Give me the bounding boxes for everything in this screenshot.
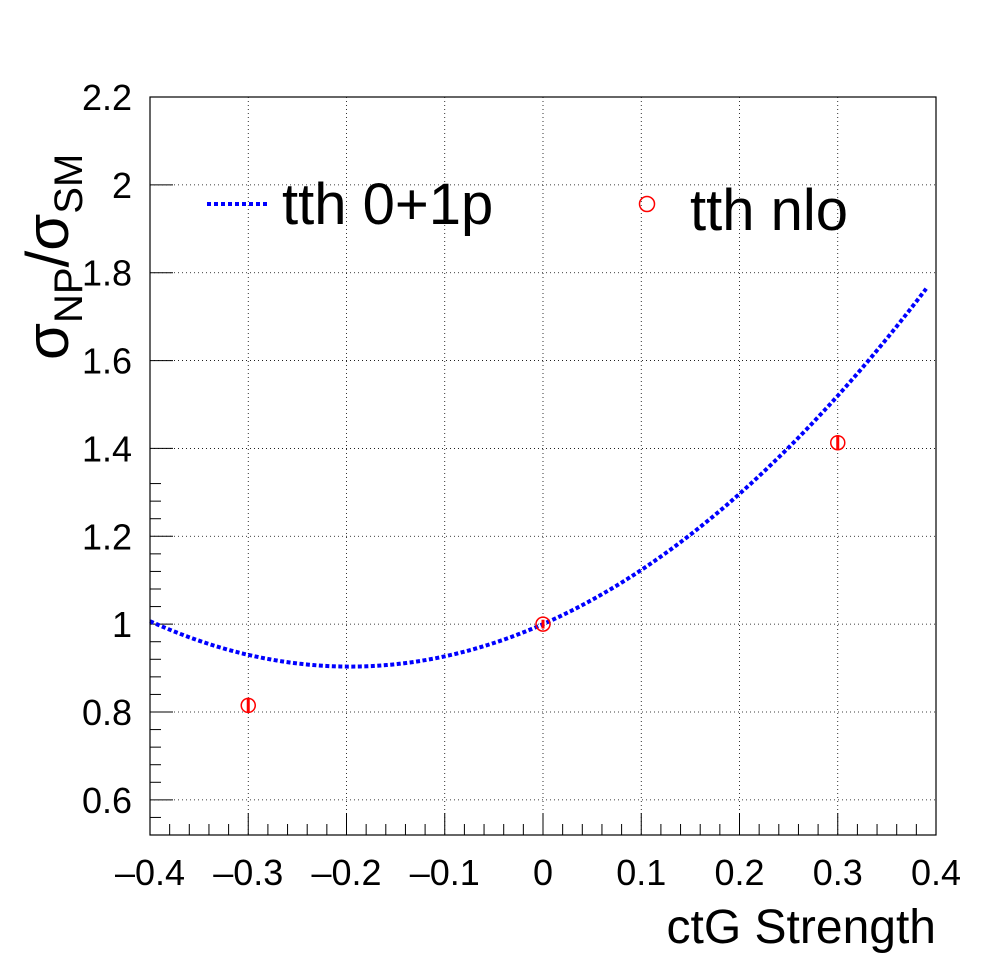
y-tick-label: 0.8 <box>82 692 132 733</box>
y-tick-label: 1.2 <box>82 516 132 557</box>
minor-ticks <box>150 483 917 836</box>
y-tick-label: 2 <box>112 165 132 206</box>
data-point <box>240 697 256 714</box>
data-point <box>830 434 846 451</box>
curve-tth-0p1p <box>149 287 928 669</box>
legend-label-tth-0p1p: tth 0+1p <box>282 172 493 237</box>
y-tick-label: 1 <box>112 604 132 645</box>
series-tth-nlo <box>240 434 846 714</box>
x-tick-label: –0.1 <box>410 852 480 893</box>
y-axis-sub-np: NP <box>47 267 91 323</box>
y-tick-label: 0.6 <box>82 780 132 821</box>
data-point <box>535 616 551 632</box>
y-axis-sigma-np: σ <box>14 323 81 360</box>
y-axis-slash: / <box>14 250 81 267</box>
x-tick-label: 0.2 <box>714 852 764 893</box>
y-axis-title: σNP/σSM <box>14 154 91 360</box>
x-axis-title: ctG Strength <box>667 901 936 954</box>
plot-frame <box>149 96 937 836</box>
x-tick-labels: –0.4 –0.3 –0.2 –0.1 0 0.1 0.2 0.3 0.4 <box>115 852 961 893</box>
x-tick-label: –0.3 <box>213 852 283 893</box>
x-tick-label: –0.4 <box>115 852 185 893</box>
x-tick-label: 0.3 <box>813 852 863 893</box>
y-tick-label: 1.8 <box>82 253 132 294</box>
x-tick-label: –0.2 <box>311 852 381 893</box>
series-tth-0p1p <box>149 287 928 669</box>
y-tick-label: 1.4 <box>82 428 132 469</box>
y-tick-label: 2.2 <box>82 77 132 118</box>
x-tick-label: 0 <box>533 852 553 893</box>
x-tick-label: 0.1 <box>616 852 666 893</box>
y-tick-labels: 0.6 0.8 1 1.2 1.4 1.6 1.8 2 2.2 <box>82 77 132 821</box>
y-axis-sigma-sm: σ <box>14 214 81 251</box>
legend-label-tth-nlo: tth nlo <box>690 178 848 243</box>
y-axis-sub-sm: SM <box>47 154 91 214</box>
legend: tth 0+1p tth nlo <box>207 172 848 243</box>
legend-marker-swatch <box>638 195 656 213</box>
y-tick-label: 1.6 <box>82 341 132 382</box>
x-tick-label: 0.4 <box>911 852 961 893</box>
